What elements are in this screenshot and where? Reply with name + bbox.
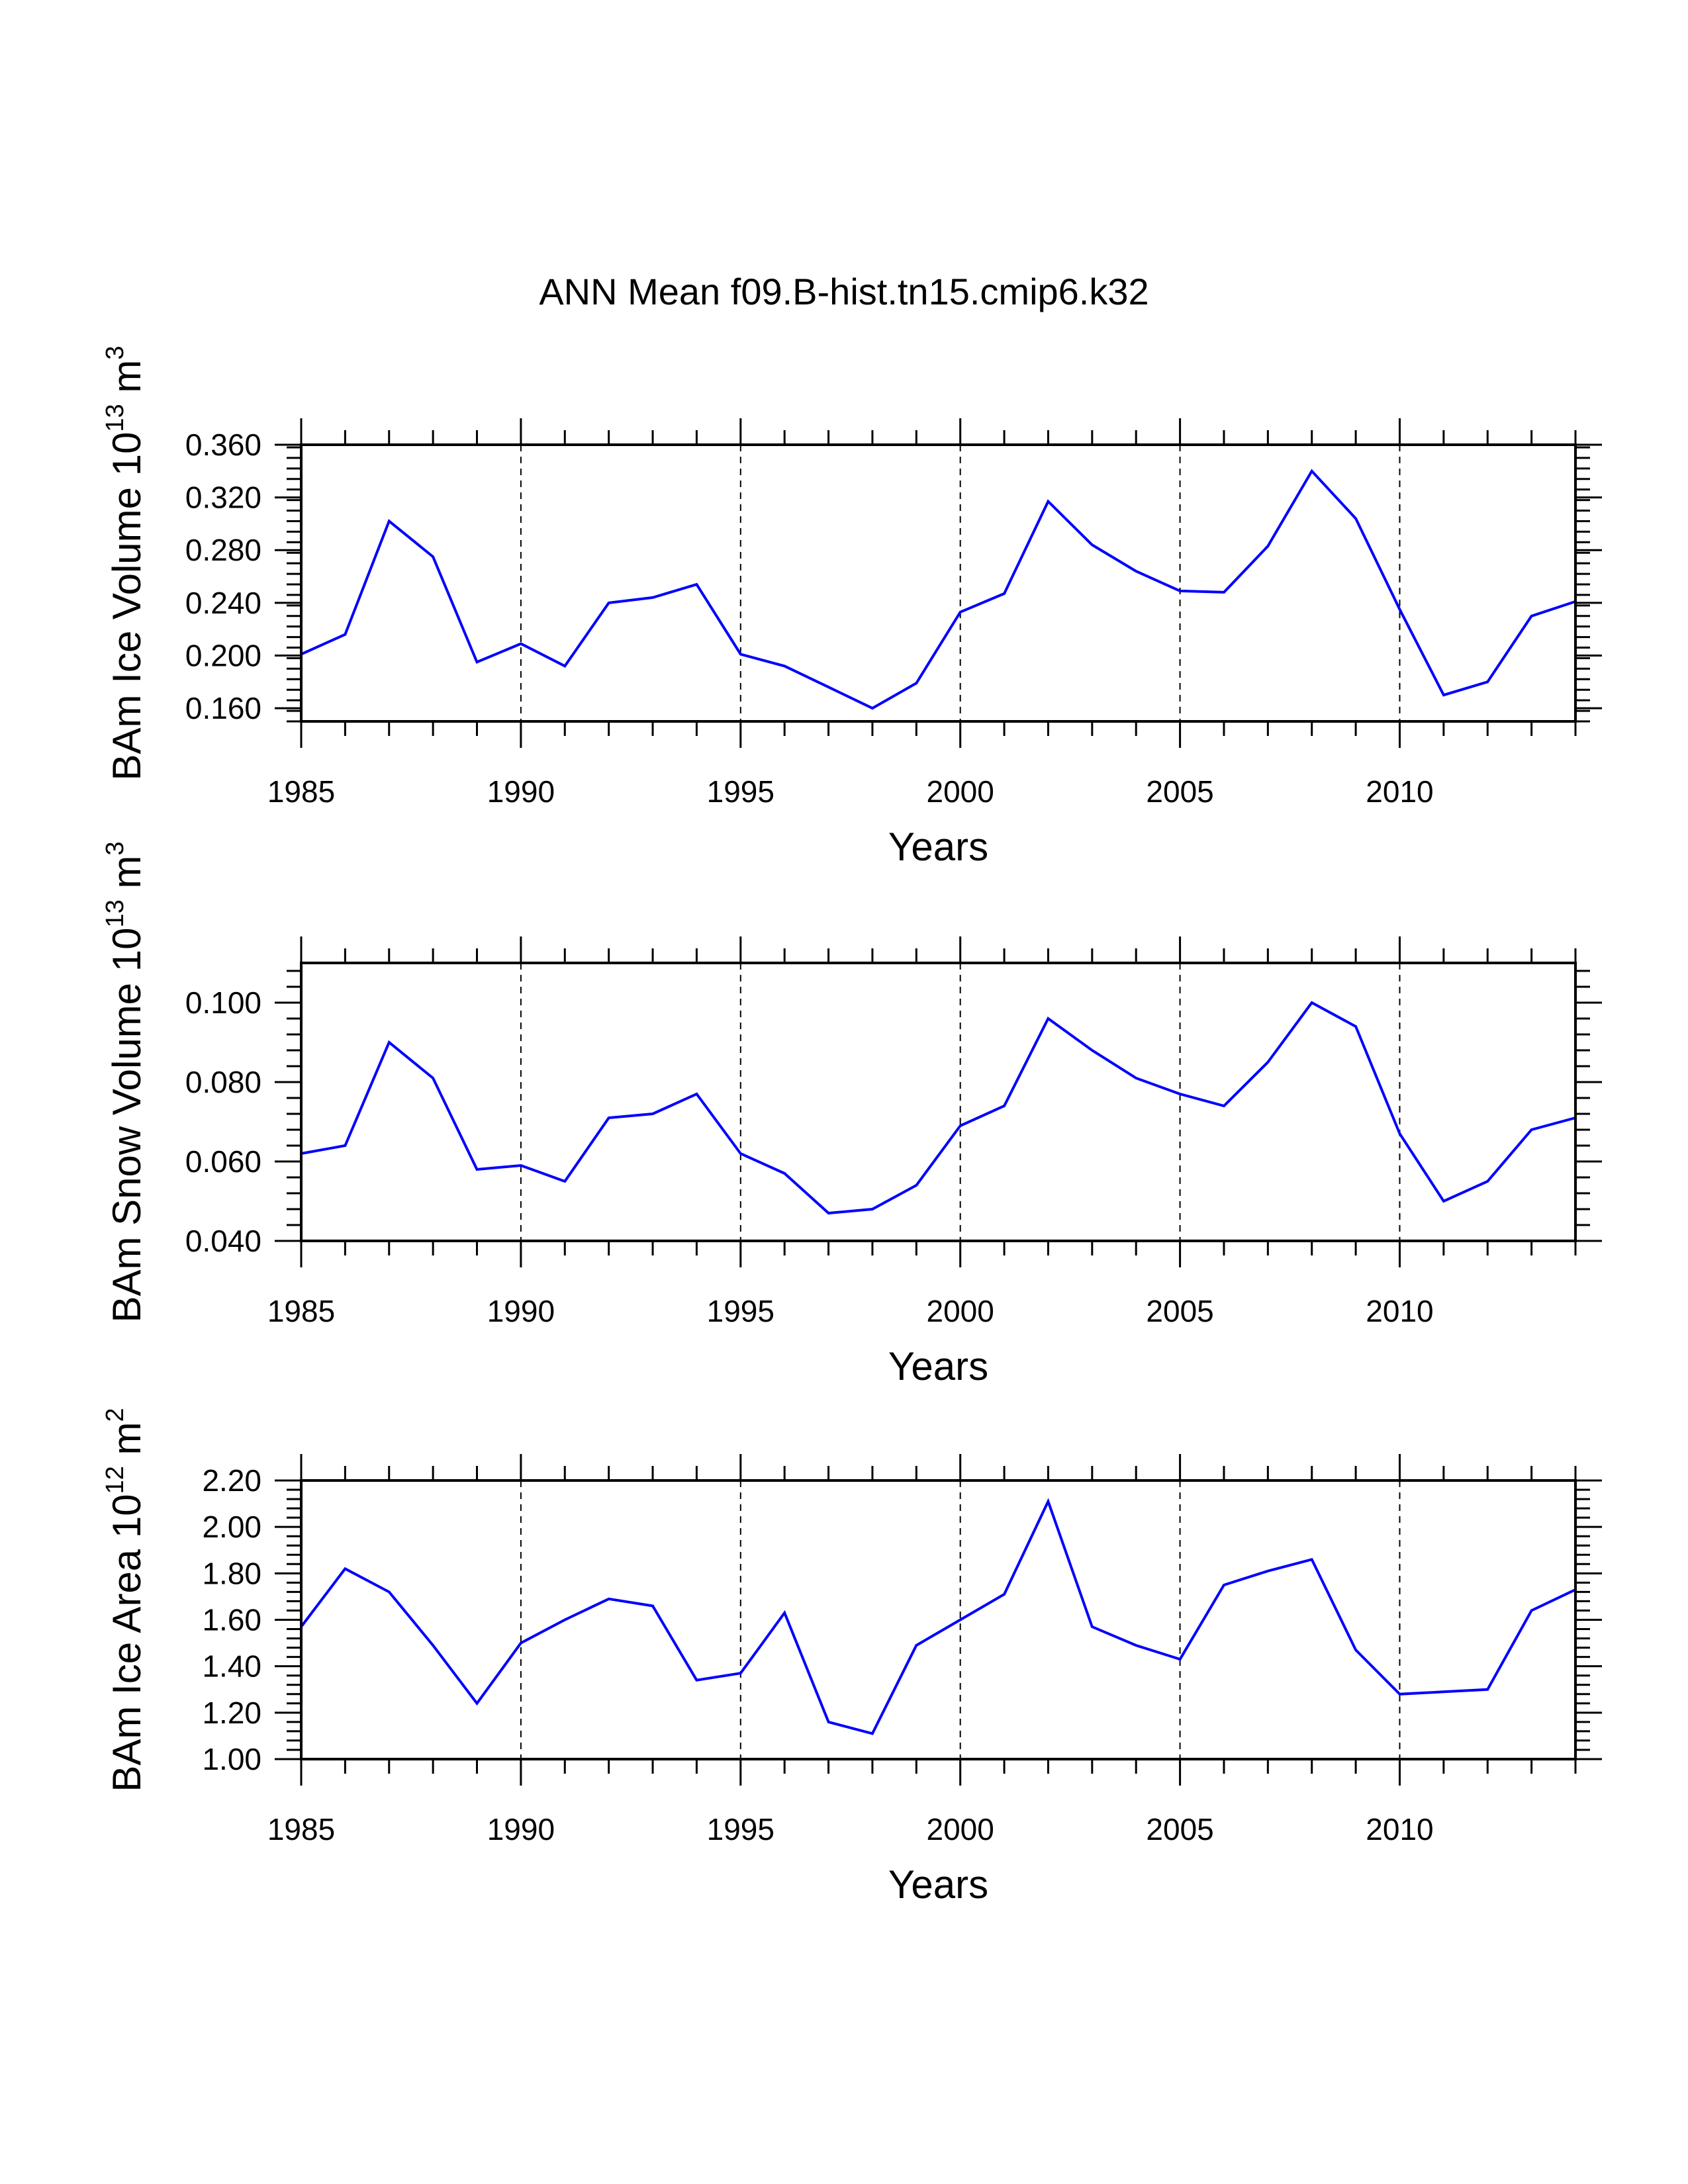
- series-line: [301, 1001, 1576, 1215]
- x-tick-label: 2010: [1366, 774, 1433, 809]
- panel-3: 1985 1990 1995 2000 2005 2010 Years 1.00 1.20 1.4…: [101, 1408, 1602, 1907]
- x-tick-label: 2005: [1146, 1294, 1213, 1328]
- x-tick-label: 2005: [1146, 1812, 1213, 1846]
- x-tick-label: 1990: [487, 1812, 555, 1846]
- y-axis-title: BAm Ice Volume 1013 m3: [101, 345, 149, 780]
- y-axis-title-unit: m: [105, 856, 149, 900]
- y-tick-label: 1.20: [202, 1696, 261, 1730]
- x-tick-label: 2005: [1146, 774, 1213, 809]
- x-tick-label: 1990: [487, 1294, 555, 1328]
- y-axis-title-unit: m: [105, 360, 149, 404]
- y-tick-label: 1.40: [202, 1649, 261, 1684]
- x-tick-label: 2010: [1366, 1812, 1433, 1846]
- y-tick-label: 0.080: [185, 1065, 261, 1099]
- y-tick-label: 0.360: [185, 428, 261, 462]
- y-axis-title-unit-exponent: 3: [101, 841, 129, 855]
- y-tick-label: 0.200: [185, 638, 261, 672]
- x-tick-label: 2000: [927, 774, 994, 809]
- x-tick-label: 2000: [927, 1294, 994, 1328]
- x-tick-label: 2010: [1366, 1294, 1433, 1328]
- y-tick-label: 0.040: [185, 1224, 261, 1258]
- y-tick-label: 1.60: [202, 1603, 261, 1637]
- y-axis-title-exponent: 13: [101, 899, 129, 927]
- y-axis-title-unit-exponent: 2: [101, 1408, 129, 1422]
- y-tick-label: 0.060: [185, 1144, 261, 1179]
- y-tick-label: 0.100: [185, 985, 261, 1020]
- y-axis-title: BAm Snow Volume 1013 m3: [101, 841, 149, 1322]
- x-tick-label: 2000: [927, 1812, 994, 1846]
- y-axis-title-exponent: 12: [101, 1466, 129, 1494]
- y-axis-title-unit-exponent: 3: [101, 345, 129, 359]
- x-axis-title: Years: [888, 1862, 988, 1907]
- x-axis-title: Years: [888, 1344, 988, 1388]
- plot-frame: [300, 443, 1577, 723]
- y-tick-label: 2.00: [202, 1510, 261, 1544]
- panel-1: 1985 1990 1995 2000 2005 2010 Years 0.160 0.200 0…: [101, 345, 1602, 869]
- y-tick-label: 2.20: [202, 1463, 261, 1498]
- x-tick-label: 1985: [267, 774, 335, 809]
- x-tick-label: 1995: [707, 1812, 774, 1846]
- figure-title: ANN Mean f09.B-hist.tn15.cmip6.k32: [539, 271, 1149, 312]
- y-axis-title-main: BAm Ice Volume 10: [105, 432, 149, 781]
- x-tick-label: 1995: [707, 774, 774, 809]
- y-tick-label: 0.320: [185, 480, 261, 515]
- y-axis-title-unit: m: [105, 1422, 149, 1466]
- x-tick-label: 1990: [487, 774, 555, 809]
- y-axis-title: BAm Ice Area 1012 m2: [101, 1408, 149, 1792]
- y-tick-label: 0.160: [185, 691, 261, 725]
- plot-frame: [300, 962, 1577, 1242]
- y-tick-label: 1.80: [202, 1556, 261, 1590]
- x-tick-label: 1985: [267, 1294, 335, 1328]
- x-tick-label: 1985: [267, 1812, 335, 1846]
- x-axis-title: Years: [888, 825, 988, 869]
- y-tick-label: 0.280: [185, 533, 261, 567]
- y-axis-title-exponent: 13: [101, 404, 129, 432]
- series-line: [301, 469, 1576, 710]
- y-tick-label: 1.00: [202, 1742, 261, 1776]
- panels: 1985 1990 1995 2000 2005 2010 Years 0.160 0.200 0…: [101, 345, 1602, 1907]
- y-tick-label: 0.240: [185, 586, 261, 620]
- panel-2: 1985 1990 1995 2000 2005 2010 Years 0.040 0.060 0…: [101, 841, 1602, 1388]
- x-tick-label: 1995: [707, 1294, 774, 1328]
- y-axis-title-main: BAm Ice Area 10: [105, 1494, 149, 1792]
- y-axis-title-main: BAm Snow Volume 10: [105, 928, 149, 1323]
- series-line: [300, 1498, 1576, 1735]
